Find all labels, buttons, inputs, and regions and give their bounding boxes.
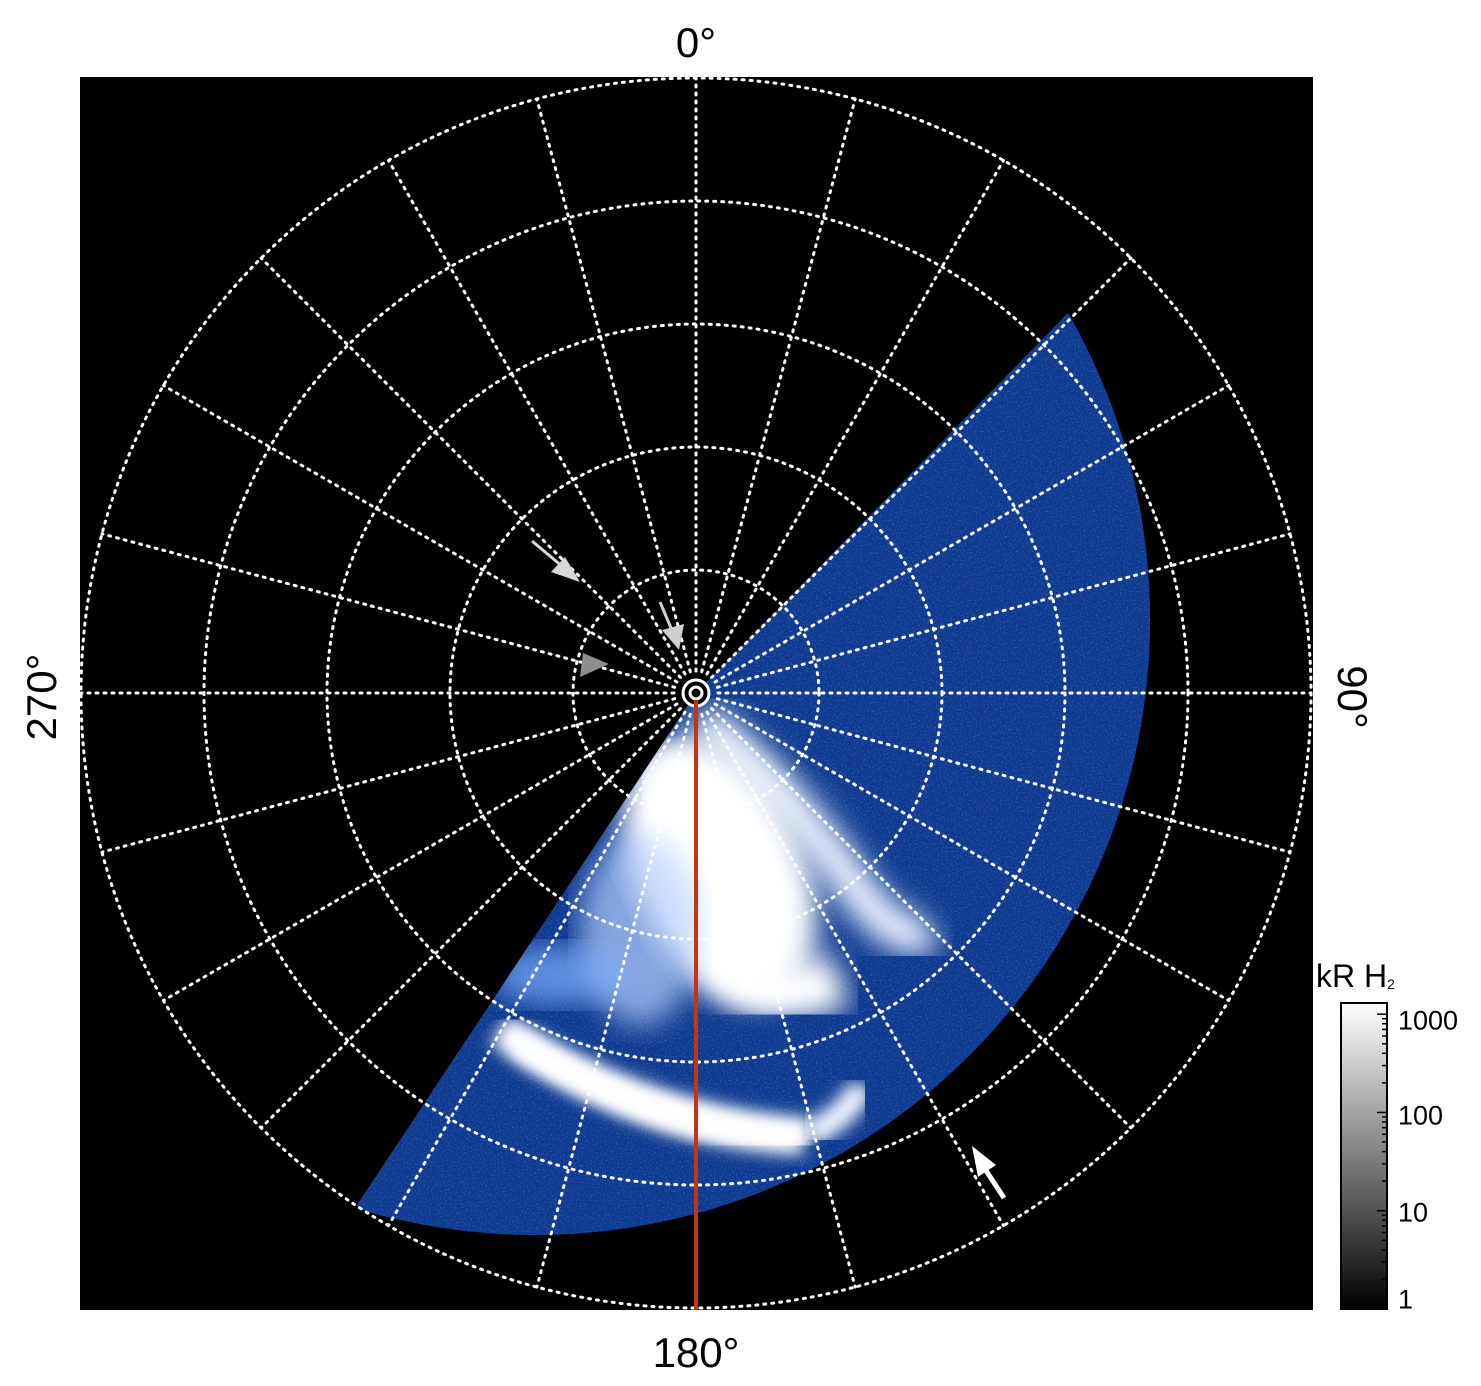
longitude-meridian — [100, 697, 677, 854]
longitude-meridian — [705, 710, 1005, 1228]
longitude-meridian — [713, 384, 1231, 684]
grey-arrow-3 — [580, 653, 609, 677]
main-auroral-oval — [490, 704, 998, 1155]
longitude-meridian — [700, 97, 857, 674]
colorbar-title-text: kR H — [1316, 958, 1388, 994]
longitude-meridian — [535, 712, 692, 1289]
azimuth-label-left: 270° — [18, 653, 65, 741]
grey-arrow-2 — [658, 601, 684, 650]
latitude-ring — [202, 199, 1190, 1187]
longitude-meridian — [161, 384, 679, 684]
colorbar-title: kR H2 — [1316, 960, 1395, 992]
longitude-meridian — [710, 707, 1133, 1130]
colorbar — [1340, 1002, 1388, 1310]
longitude-meridian — [715, 532, 1292, 689]
azimuth-label-right: 90° — [1329, 665, 1376, 729]
longitude-meridian — [100, 532, 677, 689]
longitude-meridian — [161, 702, 679, 1002]
longitude-meridian — [387, 158, 687, 676]
longitude-meridian — [535, 97, 692, 674]
azimuth-label-bottom: 180° — [652, 1329, 740, 1376]
longitude-meridian — [700, 712, 857, 1289]
colorbar-title-subscript: 2 — [1387, 976, 1395, 992]
longitude-meridian — [387, 710, 687, 1228]
white-arrow — [972, 1146, 1007, 1200]
grey-arrow-1 — [531, 539, 580, 582]
longitude-meridian — [705, 158, 1005, 676]
colorbar-tick-label: 10 — [1398, 1197, 1429, 1228]
colorbar-tick-label: 1 — [1398, 1284, 1414, 1315]
colorbar-tick-label: 1000 — [1398, 1005, 1459, 1036]
longitude-meridian — [715, 697, 1292, 854]
colorbar-tick-label: 100 — [1398, 1100, 1444, 1131]
longitude-meridian — [713, 702, 1231, 1002]
azimuth-label-top: 0° — [675, 19, 717, 66]
longitude-meridian — [710, 256, 1133, 679]
longitude-meridian — [259, 707, 682, 1130]
longitude-meridian — [259, 256, 682, 679]
